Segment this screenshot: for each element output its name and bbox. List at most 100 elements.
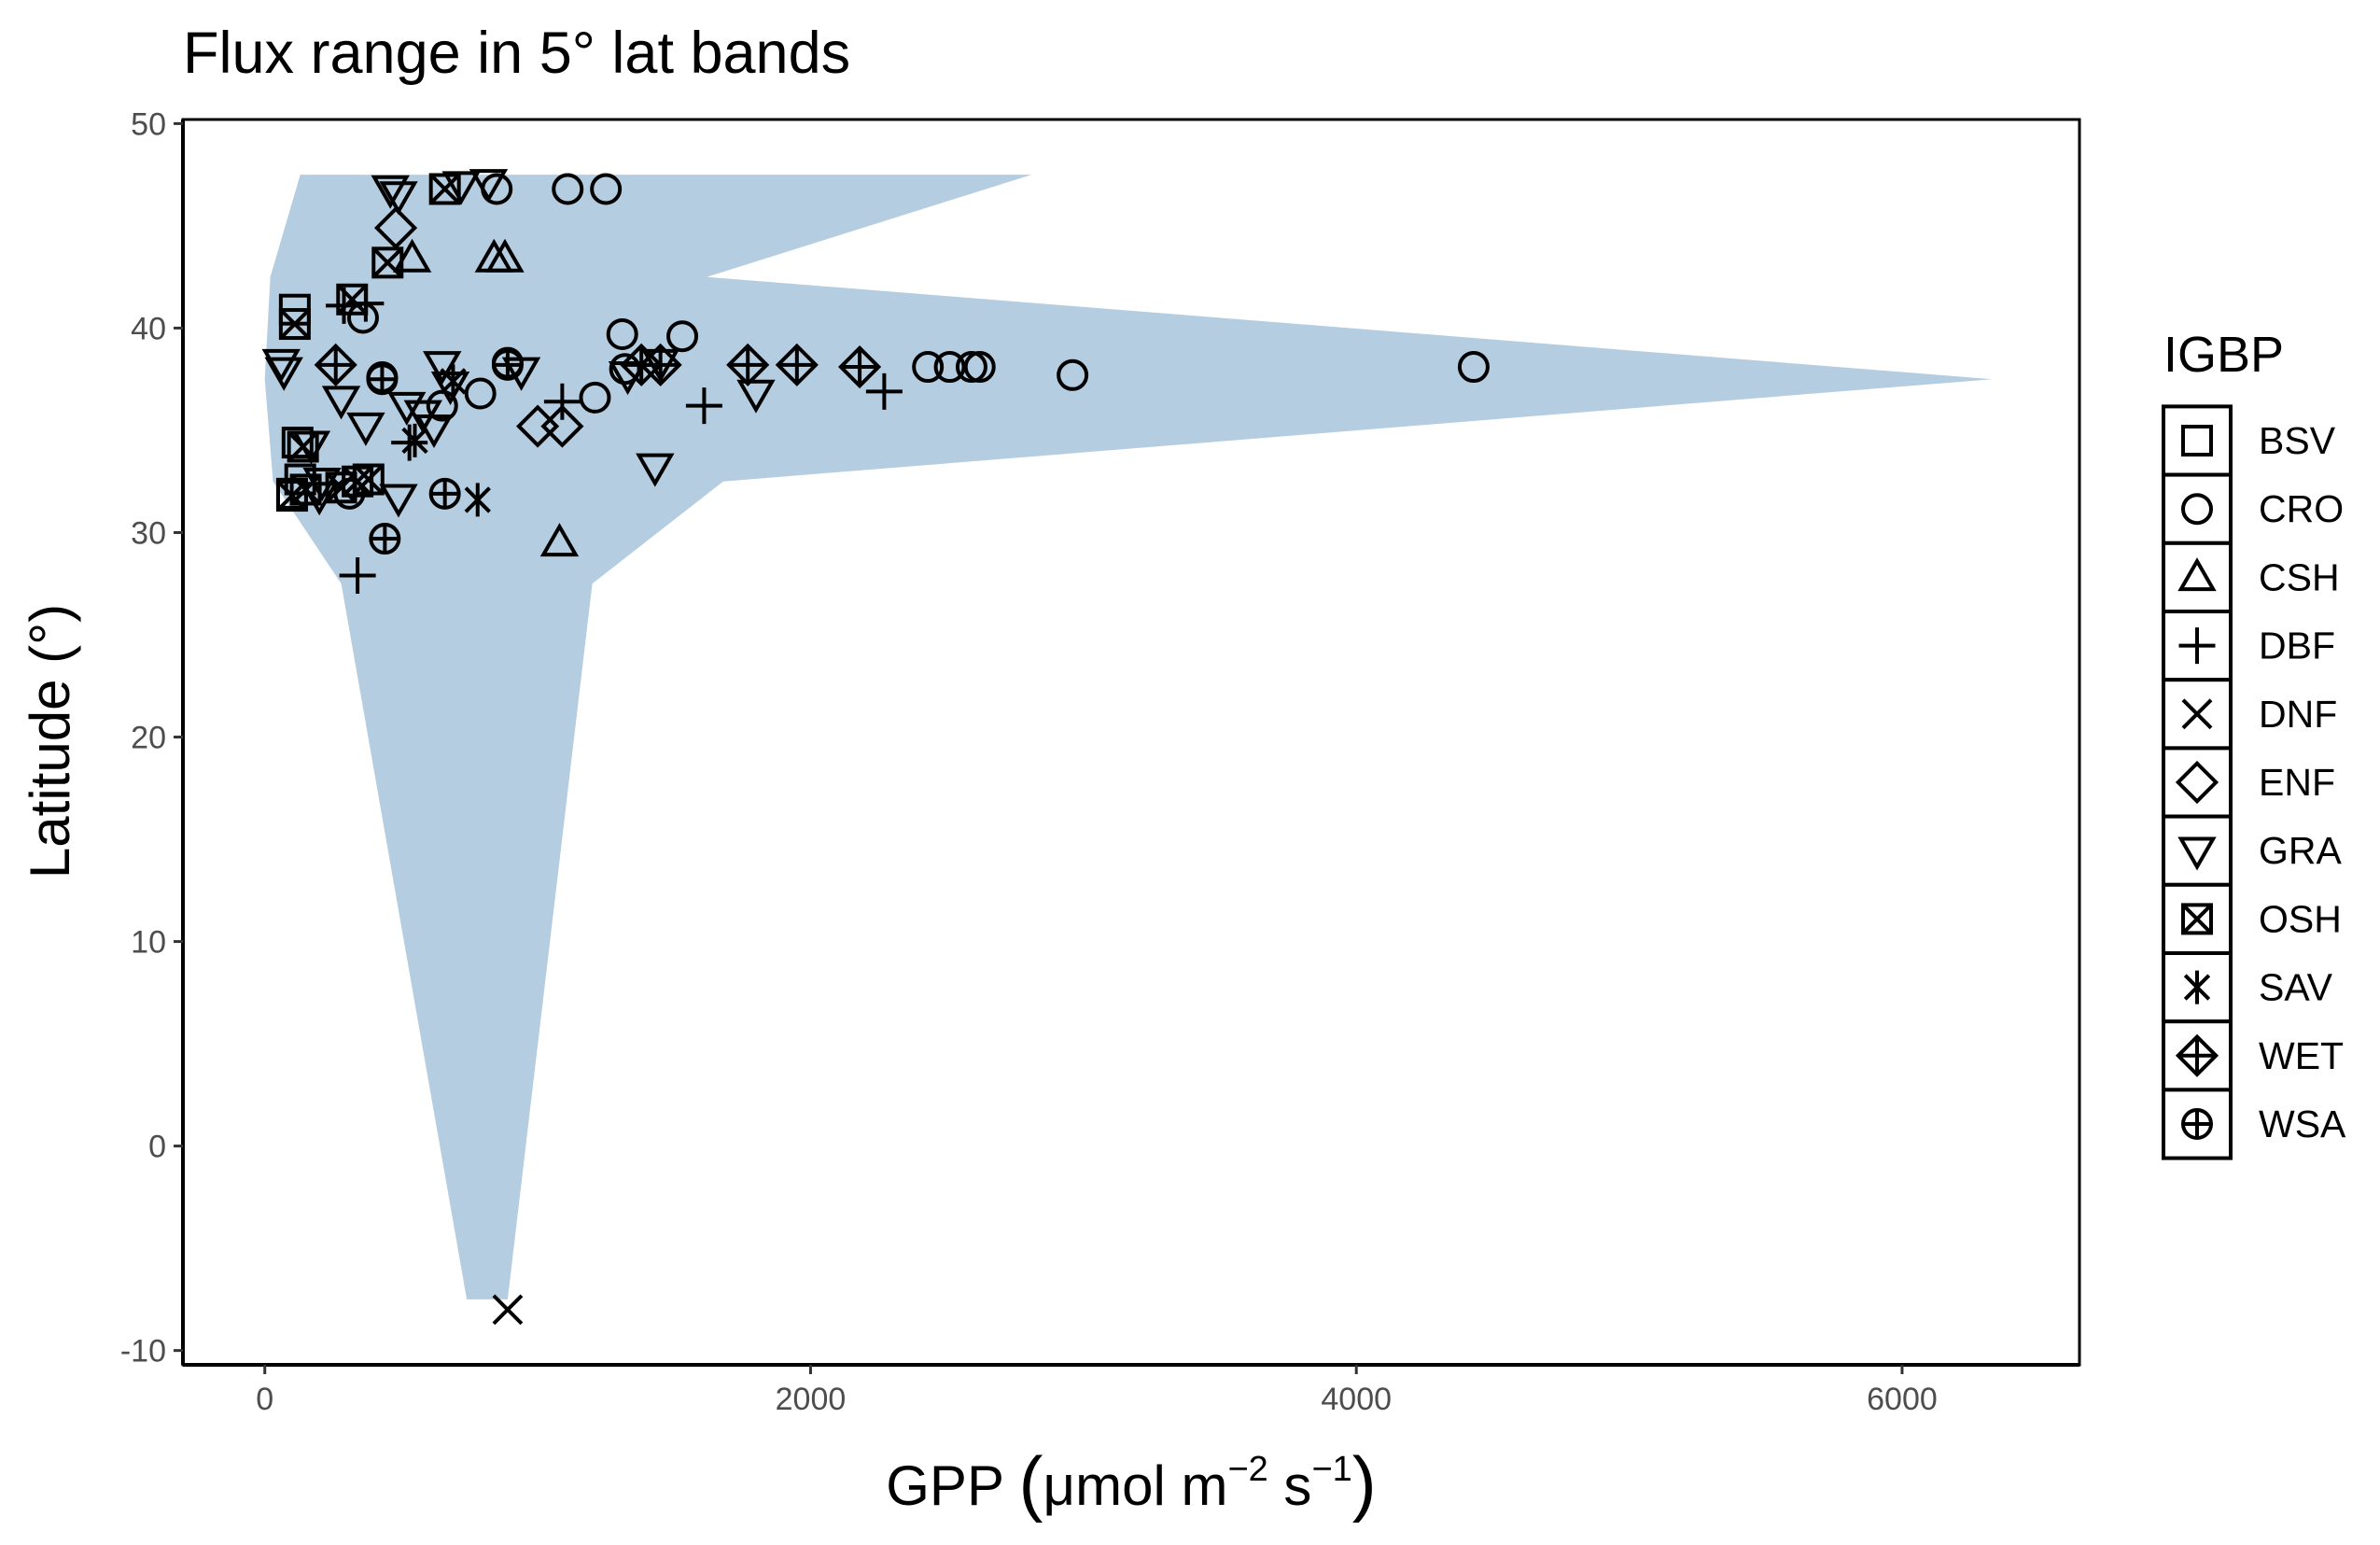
- legend-label: ENF: [2259, 761, 2335, 804]
- x-axis-title-close-paren: ): [1352, 1441, 1377, 1524]
- point-wsa: [428, 477, 461, 510]
- legend-item-enf: ENF: [2162, 746, 2335, 819]
- legend-key-symbol: [2178, 627, 2216, 665]
- point-wet: [775, 343, 819, 386]
- legend-item-csh: CSH: [2162, 541, 2340, 613]
- point-bsv: [281, 427, 314, 459]
- point-dbf: [685, 387, 722, 425]
- legend-item-wet: WET: [2162, 1019, 2344, 1092]
- legend-label: CRO: [2259, 487, 2344, 530]
- point-gra: [441, 171, 481, 205]
- point-cro: [590, 173, 623, 205]
- x-axis-title-exponent-2: −1: [1311, 1450, 1351, 1489]
- legend-key-symbol: [2177, 836, 2217, 871]
- point-gra: [321, 386, 361, 420]
- point-gra: [264, 357, 303, 391]
- point-wet: [314, 343, 357, 386]
- y-tick-label: 20: [131, 721, 166, 756]
- series-wet: [314, 343, 882, 389]
- point-gra: [346, 412, 385, 446]
- legend-key-symbol: [2181, 1108, 2213, 1140]
- point-osh: [289, 473, 322, 506]
- legend-key-symbol: [2175, 1033, 2219, 1077]
- legend-key-box: [2162, 814, 2233, 887]
- legend-item-osh: OSH: [2162, 882, 2342, 955]
- x-tick-label: 0: [256, 1382, 273, 1417]
- point-gra: [636, 453, 675, 487]
- point-osh: [287, 430, 319, 463]
- point-dbf: [865, 372, 903, 410]
- legend-label: CSH: [2259, 555, 2340, 598]
- point-gra: [379, 484, 418, 518]
- point-cro: [933, 351, 966, 384]
- legend-key-box: [2162, 541, 2233, 613]
- legend-key-box: [2162, 1019, 2233, 1092]
- point-sav: [464, 483, 491, 517]
- y-tick-label: -10: [120, 1334, 166, 1369]
- legend-key-box: [2162, 472, 2233, 545]
- legend-key-box: [2162, 404, 2233, 477]
- point-osh: [336, 283, 369, 316]
- point-csh: [539, 523, 580, 557]
- series-osh: [275, 173, 461, 513]
- y-tick-label: 0: [148, 1130, 166, 1165]
- legend-item-dnf: DNF: [2162, 678, 2337, 751]
- point-cro: [579, 381, 611, 414]
- point-cro: [955, 351, 987, 384]
- point-sav: [440, 364, 467, 399]
- point-cro: [963, 351, 996, 384]
- x-axis-title: GPP (μmol m−2 s−1): [886, 1441, 1377, 1524]
- point-gra: [387, 391, 427, 426]
- point-wet: [638, 343, 682, 386]
- y-tick-label: 50: [131, 106, 166, 142]
- series-sav: [401, 364, 491, 517]
- legend-key-symbol: [2175, 760, 2219, 805]
- point-osh: [428, 173, 461, 205]
- legend-item-bsv: BSV: [2162, 404, 2336, 477]
- legend: IGBP BSV CRO CSH DBF DNF ENF GRA OSH SAV WET WSA: [2162, 327, 2346, 1160]
- point-cro: [552, 173, 584, 205]
- point-csh: [392, 238, 432, 273]
- series-csh: [392, 238, 580, 557]
- point-gra: [469, 169, 509, 204]
- point-osh: [352, 463, 385, 496]
- point-gra: [423, 351, 462, 386]
- x-axis-title-base: GPP: [886, 1454, 1018, 1517]
- point-cro: [464, 377, 497, 410]
- legend-label: GRA: [2259, 829, 2343, 872]
- point-gra: [736, 379, 776, 414]
- legend-key-symbol: [2181, 903, 2213, 935]
- point-cro: [912, 351, 945, 384]
- legend-label: DNF: [2259, 693, 2337, 736]
- point-dbf: [391, 424, 428, 461]
- legend-item-sav: SAV: [2162, 951, 2333, 1024]
- y-axis-title: Latitude (°): [19, 604, 81, 878]
- legend-key-symbol: [2181, 493, 2213, 526]
- legend-label: BSV: [2259, 419, 2336, 462]
- legend-key-symbol: [2177, 557, 2217, 592]
- legend-label: DBF: [2259, 625, 2335, 667]
- point-gra: [379, 181, 418, 216]
- legend-key-box: [2162, 746, 2233, 819]
- point-wsa: [369, 523, 401, 555]
- legend-label: SAV: [2259, 966, 2333, 1009]
- x-axis-title-open-paren: (: [1019, 1441, 1043, 1524]
- y-tick-label: 30: [131, 515, 166, 551]
- point-dnf: [492, 1294, 524, 1326]
- point-osh: [371, 246, 404, 279]
- axes: 0 2000 4000 6000 -10 0 10 20 30 40 50: [120, 106, 2081, 1417]
- point-sav: [401, 423, 428, 457]
- point-wet: [838, 344, 882, 389]
- x-tick-label: 4000: [1321, 1382, 1392, 1417]
- legend-key-symbol: [2181, 425, 2213, 456]
- y-tick-label: 10: [131, 925, 166, 961]
- legend-item-wsa: WSA: [2162, 1088, 2346, 1160]
- point-enf: [540, 404, 584, 448]
- legend-title: IGBP: [2163, 327, 2284, 383]
- point-wsa: [491, 348, 524, 381]
- legend-key-symbol: [2183, 970, 2211, 1004]
- x-axis-title-exponent-1: −2: [1227, 1450, 1267, 1489]
- y-tick-label: 40: [131, 311, 166, 346]
- x-tick-label: 2000: [776, 1382, 847, 1417]
